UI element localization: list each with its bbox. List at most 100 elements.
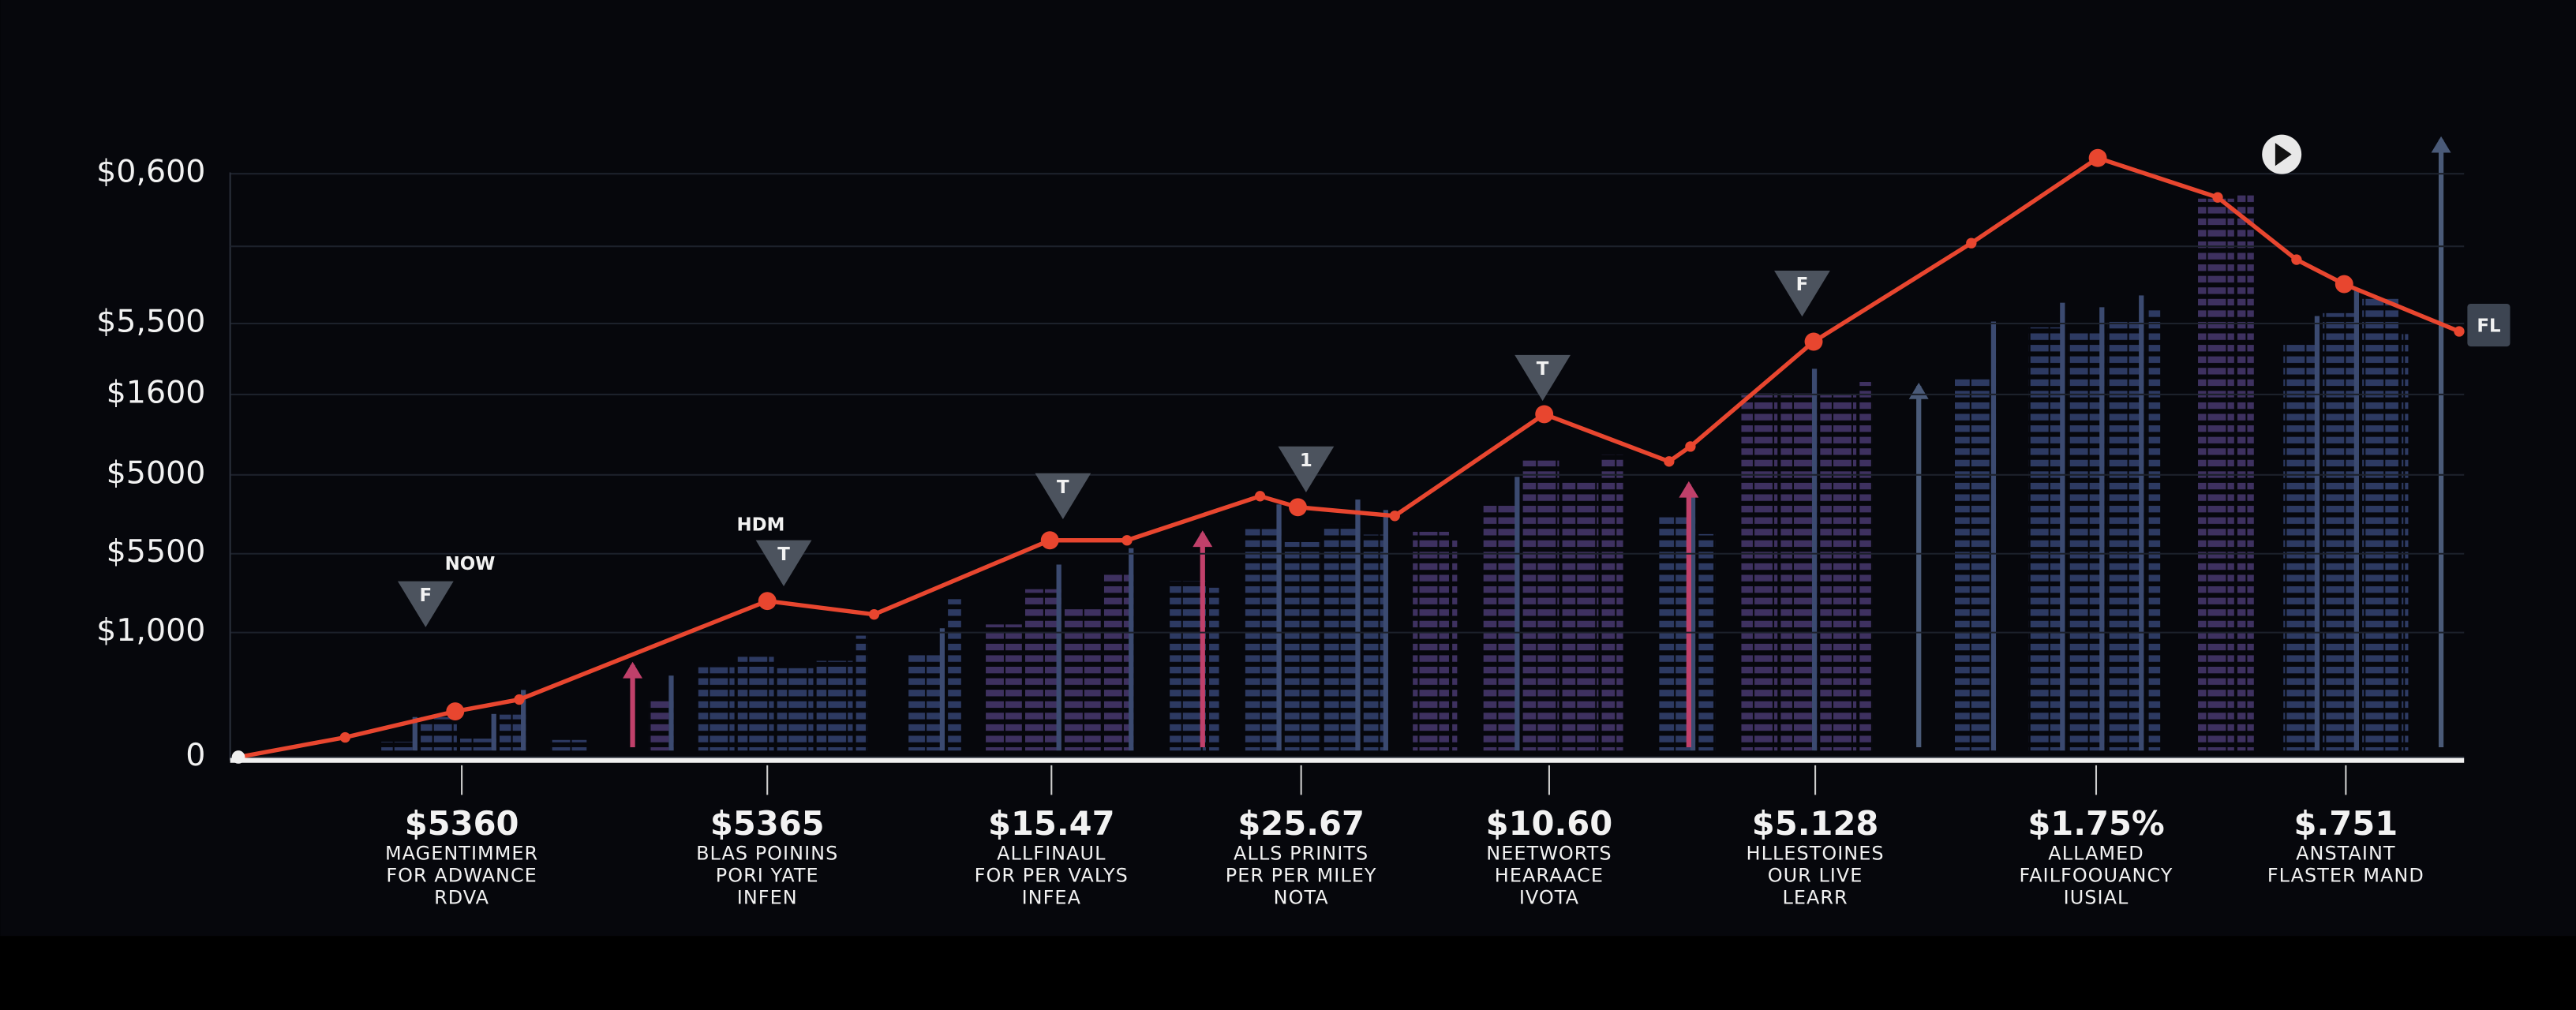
y-tick-label: $5000	[107, 454, 206, 491]
x-label-caption: FOR PER VALYS	[975, 864, 1129, 886]
point	[1289, 498, 1307, 517]
point	[2212, 192, 2223, 203]
x-label-caption: PORI YATE	[716, 864, 819, 886]
point	[2454, 326, 2465, 337]
point	[339, 731, 350, 743]
annotation-marker	[1774, 270, 1830, 317]
y-tick-label: $1600	[107, 374, 206, 410]
annotation-marker	[1278, 446, 1335, 493]
x-label-caption: INFEA	[1022, 886, 1081, 908]
x-label-caption: INFEN	[737, 886, 798, 908]
pillar	[1129, 548, 1134, 751]
x-label-caption: HEARAACE	[1495, 864, 1604, 886]
point	[1254, 491, 1266, 502]
arrow-head	[1193, 530, 1213, 548]
building	[460, 739, 496, 751]
point	[1040, 531, 1059, 550]
x-label-caption: PER PER MILEY	[1226, 864, 1377, 886]
pillar	[2314, 316, 2320, 751]
pillar	[1690, 491, 1696, 751]
x-label-caption: LEARR	[1782, 886, 1848, 908]
building	[1741, 393, 1778, 751]
x-label-amount: $5365	[710, 804, 825, 843]
point	[446, 702, 465, 720]
x-label-caption: MAGENTIMMER	[385, 842, 538, 864]
building	[908, 653, 945, 751]
building	[1245, 529, 1282, 751]
building	[1324, 524, 1361, 751]
building	[737, 656, 774, 751]
x-label-caption: ALLFINAUL	[997, 842, 1106, 864]
building	[1522, 460, 1559, 751]
building	[698, 667, 735, 751]
pillar	[412, 716, 417, 751]
footer-band	[0, 936, 2576, 1010]
point	[2291, 254, 2302, 265]
building	[2323, 312, 2360, 751]
x-label-caption: HLLESTOINES	[1747, 842, 1885, 864]
point	[758, 592, 777, 611]
x-label-caption: NOTA	[1274, 886, 1329, 908]
pillar	[521, 690, 526, 751]
building	[1483, 501, 1520, 751]
pillar	[1355, 499, 1361, 751]
annotation-box	[2467, 303, 2510, 347]
x-label-caption: OUR LIVE	[1768, 864, 1863, 886]
background	[0, 0, 2576, 937]
x-label-caption: FAILFOOUANCY	[2020, 864, 2174, 886]
building	[1601, 454, 1623, 751]
x-label-amount: $25.67	[1237, 804, 1365, 843]
x-label-caption: ALLAMED	[2048, 842, 2144, 864]
plot	[231, 148, 2465, 764]
y-tick-label: $1,000	[96, 612, 205, 649]
x-label-amount: $10.60	[1486, 804, 1613, 843]
building	[1859, 382, 1873, 751]
building	[2283, 340, 2320, 751]
building	[1284, 541, 1321, 751]
point	[514, 694, 525, 705]
building	[381, 741, 417, 751]
point	[1535, 405, 1554, 424]
x-label-caption: IVOTA	[1519, 886, 1579, 908]
x-label-caption: FLASTER MAND	[2267, 864, 2424, 886]
building	[1698, 533, 1716, 751]
point	[1121, 535, 1133, 546]
annotation-label: NOW	[445, 554, 496, 574]
point	[1966, 238, 1977, 249]
building	[1562, 481, 1599, 751]
x-label-amount: $1.75%	[2027, 804, 2164, 843]
building	[1452, 540, 1459, 751]
building	[2237, 191, 2254, 751]
building	[1413, 531, 1449, 751]
building	[421, 716, 457, 751]
building	[1955, 377, 1991, 751]
annotation-label: 1	[1300, 451, 1312, 471]
point	[1664, 456, 1675, 467]
y-tick-label: 0	[185, 737, 205, 773]
building	[1209, 587, 1219, 751]
point	[1685, 441, 1696, 452]
grid	[230, 173, 2465, 758]
x-label-amount: $.751	[2294, 804, 2398, 843]
x-label-amount: $5360	[405, 804, 519, 843]
pillar	[491, 713, 496, 751]
building	[948, 599, 961, 751]
y-tick-label: $5500	[107, 533, 206, 570]
annotation-label: F	[1796, 275, 1809, 295]
pillar	[1276, 504, 1282, 751]
pillar	[939, 628, 945, 751]
x-label-caption: NEETWORTS	[1486, 842, 1612, 864]
y-tick-label: $5,500	[96, 304, 205, 340]
annotation-label: FL	[2477, 316, 2500, 337]
annotation-label: F	[419, 585, 432, 606]
building	[550, 739, 587, 751]
arrow-head	[2431, 136, 2451, 153]
annotation-label: T	[1537, 359, 1549, 380]
x-label-caption: FOR ADWANCE	[386, 864, 537, 886]
building	[2107, 320, 2144, 751]
annotation-label: T	[777, 544, 790, 565]
x-label-caption: BLAS POININS	[696, 842, 838, 864]
building	[1820, 394, 1857, 751]
